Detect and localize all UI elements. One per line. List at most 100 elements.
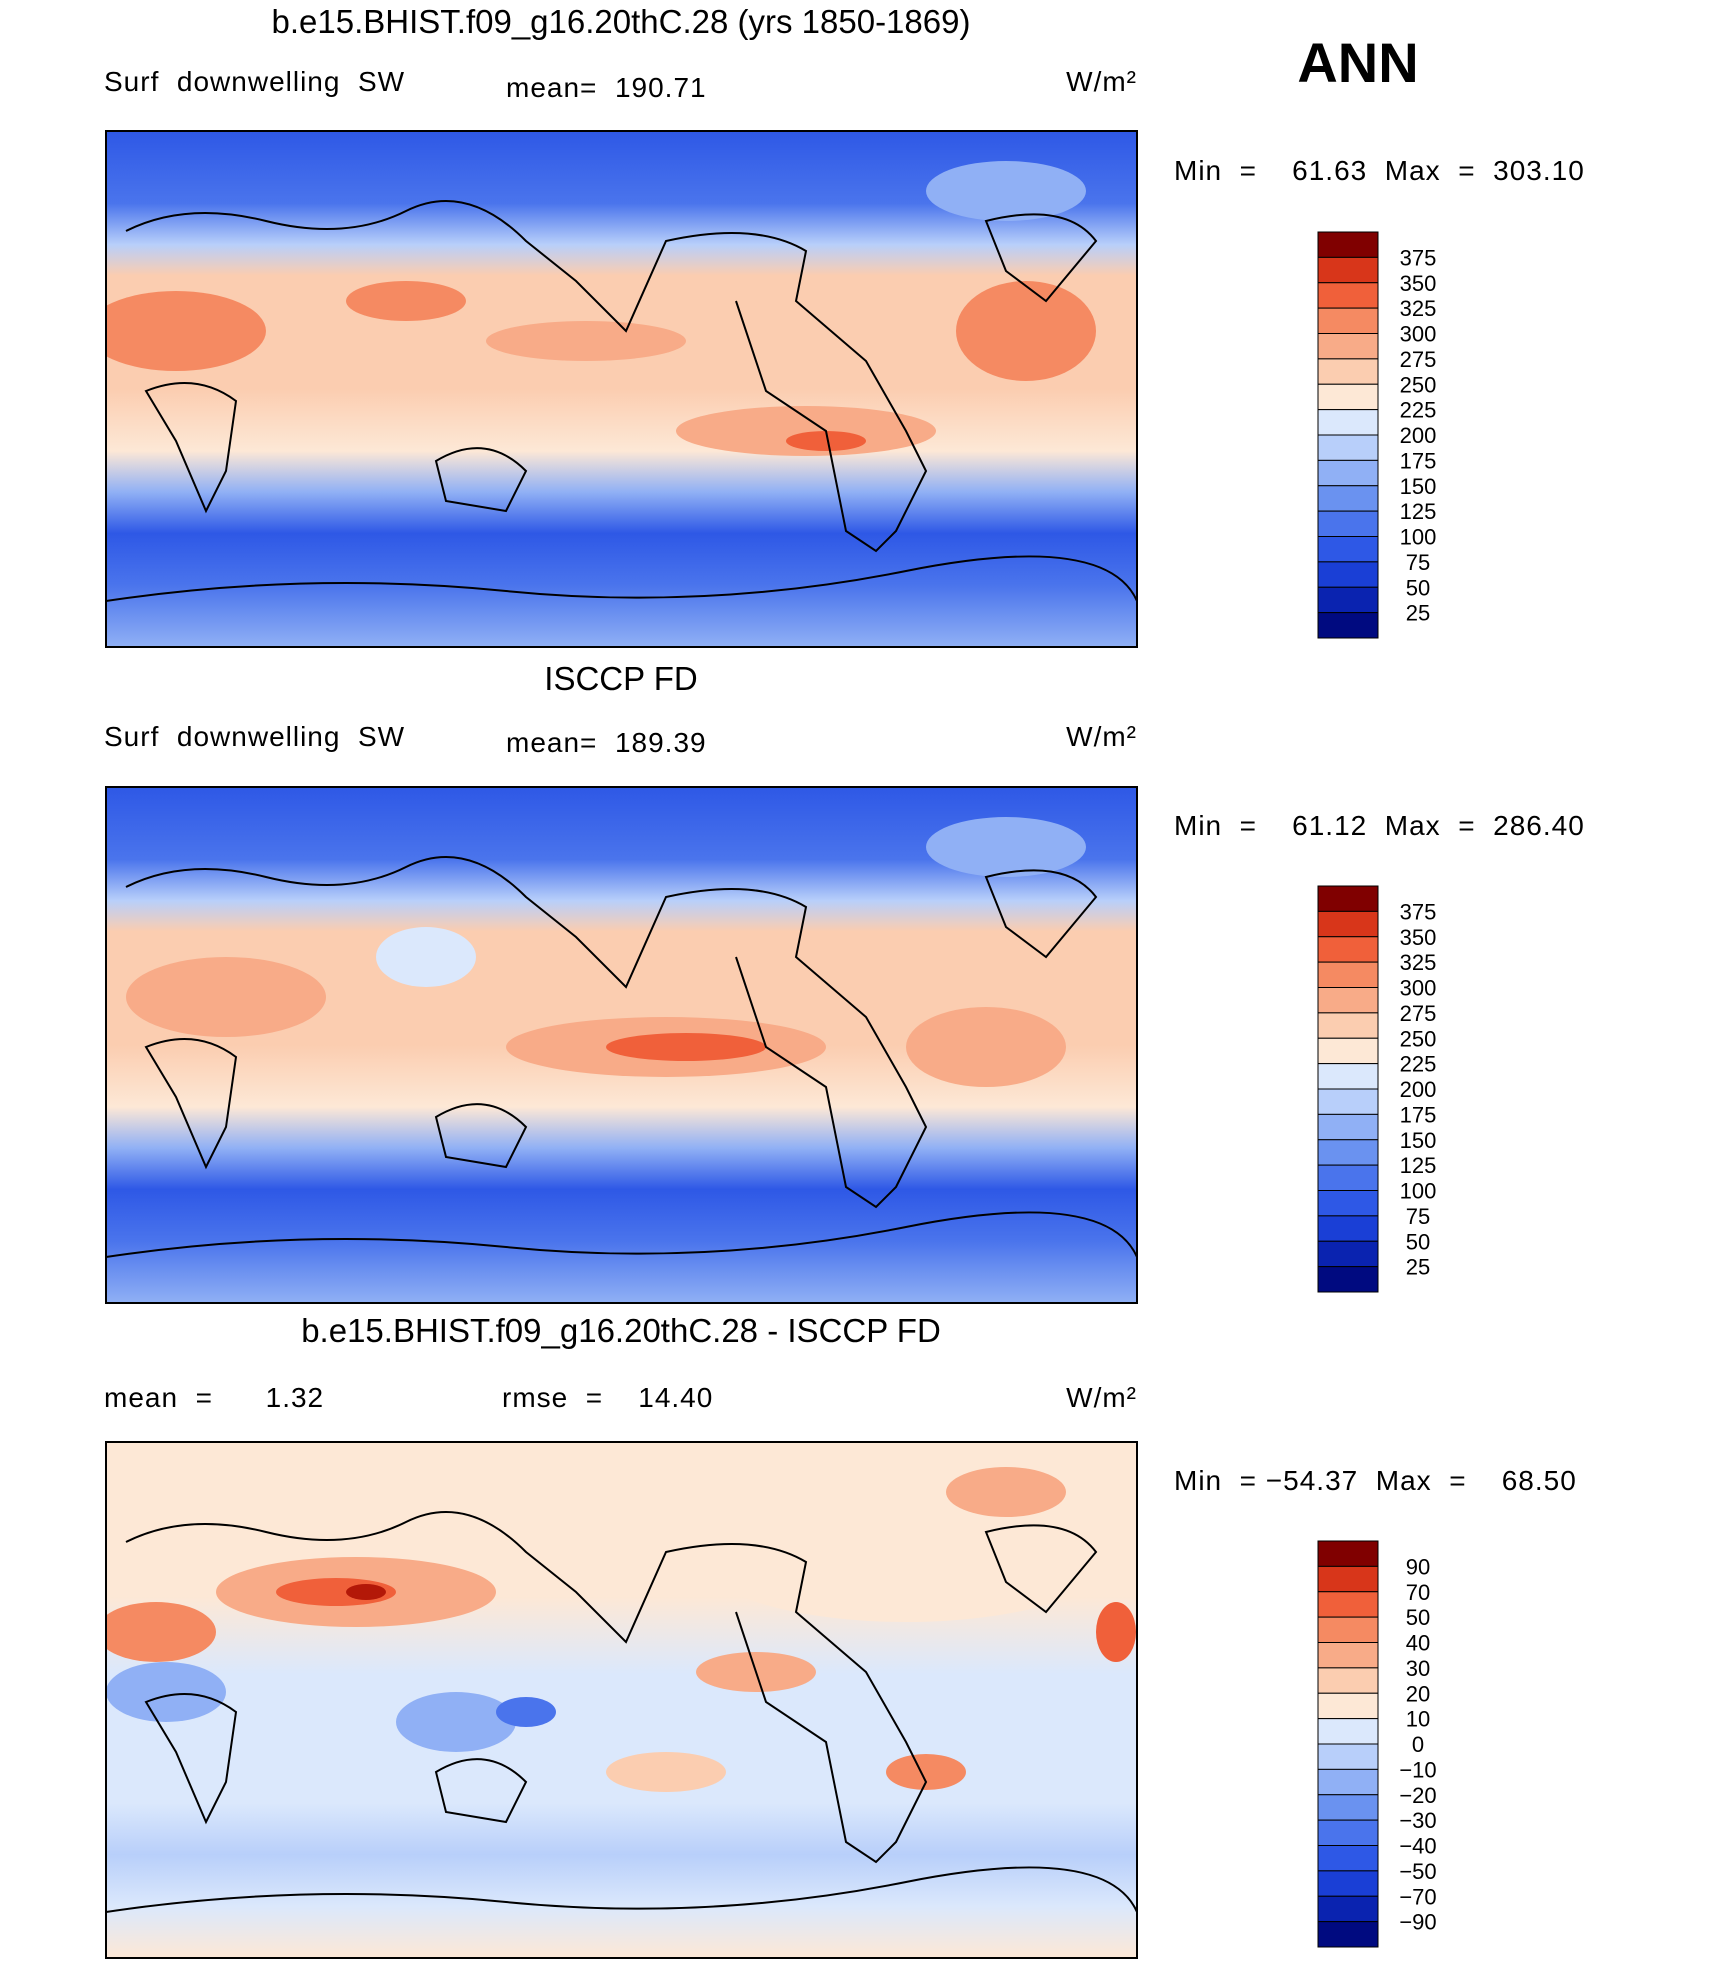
colorbar-label: 75: [1406, 550, 1430, 575]
colorbar-label: 100: [1400, 1179, 1437, 1204]
colorbar-swatch: [1317, 1794, 1379, 1821]
units-label: W/m²: [1066, 66, 1137, 97]
colorbar-swatch: [1317, 1215, 1379, 1242]
colorbar-label: 225: [1400, 1052, 1437, 1077]
colorbar-swatch: [1317, 358, 1379, 385]
colorbar-label: 200: [1400, 1077, 1437, 1102]
colorbar-swatch: [1317, 1667, 1379, 1694]
colorbar-swatch: [1317, 231, 1379, 258]
panel-title: ISCCP FD: [544, 660, 697, 697]
map-region: [606, 1033, 766, 1061]
colorbar-swatch: [1317, 1616, 1379, 1643]
colorbar-label: 150: [1400, 474, 1437, 499]
map-region: [396, 1692, 516, 1752]
map-region: [946, 1467, 1066, 1517]
map-region: [346, 1584, 386, 1600]
colorbar-swatch: [1317, 409, 1379, 436]
colorbar-label: 10: [1406, 1707, 1430, 1732]
map-region: [496, 1697, 556, 1727]
colorbar-label: 150: [1400, 1128, 1437, 1153]
center-label: mean= 189.39: [506, 727, 707, 758]
colorbar-label: 375: [1400, 245, 1437, 270]
map-region: [106, 1602, 216, 1662]
colorbar-swatch: [1317, 1113, 1379, 1141]
map-region: [906, 1007, 1066, 1087]
map-region: [676, 406, 936, 456]
colorbar-label: −40: [1399, 1834, 1436, 1859]
center-label: mean= 190.71: [506, 72, 707, 103]
colorbar-swatch: [1317, 1012, 1379, 1039]
colorbar-label: 175: [1400, 1102, 1437, 1127]
panel: ISCCP FD Surf downwelling SW mean= 189.39 W…: [104, 660, 1584, 1304]
left-label: Surf downwelling SW: [104, 66, 405, 97]
colorbar-swatch: [1317, 1037, 1379, 1065]
map-field: [106, 1442, 1137, 1958]
colorbar-swatch: [1317, 1921, 1379, 1948]
colorbar-swatch: [1317, 1870, 1379, 1897]
colorbar-label: −50: [1399, 1859, 1436, 1884]
colorbar-label: 175: [1400, 448, 1437, 473]
panel: b.e15.BHIST.f09_g16.20thC.28 - ISCCP FD m…: [104, 1312, 1576, 1959]
colorbar-swatch: [1317, 485, 1379, 512]
colorbar-swatch: [1317, 1164, 1379, 1191]
colorbar-label: −90: [1399, 1910, 1436, 1935]
colorbar-label: 375: [1400, 899, 1437, 924]
colorbar-swatch: [1317, 1063, 1379, 1090]
colorbar-swatch: [1317, 1642, 1379, 1669]
colorbar-label: 275: [1400, 347, 1437, 372]
colorbar-label: 20: [1406, 1681, 1430, 1706]
colorbar: 3753503253002752502252001751501251007550…: [1317, 231, 1437, 639]
colorbar-label: 0: [1412, 1732, 1424, 1757]
colorbar-label: 25: [1406, 1255, 1430, 1280]
colorbar-label: −20: [1399, 1783, 1436, 1808]
colorbar-label: −10: [1399, 1757, 1436, 1782]
colorbar-swatch: [1317, 333, 1379, 360]
map-frame: [105, 786, 1138, 1304]
colorbar-label: 325: [1400, 950, 1437, 975]
colorbar-label: 200: [1400, 423, 1437, 448]
map-frame: [105, 1441, 1138, 1959]
colorbar-swatch: [1317, 1240, 1379, 1268]
colorbar-label: 325: [1400, 296, 1437, 321]
panel-title: b.e15.BHIST.f09_g16.20thC.28 (yrs 1850-1…: [272, 3, 971, 40]
colorbar-label: 75: [1406, 1204, 1430, 1229]
colorbar-swatch: [1317, 536, 1379, 563]
colorbar-swatch: [1317, 1591, 1379, 1618]
colorbar-label: 250: [1400, 372, 1437, 397]
map-region: [706, 1502, 1106, 1622]
colorbar-label: 225: [1400, 398, 1437, 423]
colorbar-label: 100: [1400, 525, 1437, 550]
colorbar-label: 300: [1400, 976, 1437, 1001]
center-label: rmse = 14.40: [502, 1382, 713, 1413]
colorbar-swatch: [1317, 256, 1379, 284]
colorbar-swatch: [1317, 1540, 1379, 1567]
colorbar-swatch: [1317, 510, 1379, 537]
colorbar-label: 350: [1400, 925, 1437, 950]
colorbar-label: 40: [1406, 1631, 1430, 1656]
colorbar-label: 90: [1406, 1554, 1430, 1579]
map-region: [606, 1752, 726, 1792]
season-label: ANN: [1297, 31, 1418, 94]
panels: b.e15.BHIST.f09_g16.20thC.28 (yrs 1850-1…: [104, 3, 1584, 1959]
colorbar-swatch: [1317, 307, 1379, 334]
map-region: [956, 281, 1096, 381]
colorbar-swatch: [1317, 586, 1379, 614]
colorbar-swatch: [1317, 282, 1379, 309]
colorbar-swatch: [1317, 1718, 1379, 1745]
panel: b.e15.BHIST.f09_g16.20thC.28 (yrs 1850-1…: [104, 3, 1584, 648]
colorbar-swatch: [1317, 1845, 1379, 1872]
map-region: [346, 281, 466, 321]
colorbar-label: 300: [1400, 322, 1437, 347]
colorbar-swatch: [1317, 612, 1379, 639]
colorbar-swatch: [1317, 561, 1379, 588]
colorbar-swatch: [1317, 1692, 1379, 1720]
colorbar-swatch: [1317, 459, 1379, 487]
colorbar-swatch: [1317, 961, 1379, 988]
map-region: [376, 927, 476, 987]
colorbar-label: −30: [1399, 1808, 1436, 1833]
map: [105, 1441, 1138, 1959]
colorbar-label: 125: [1400, 499, 1437, 524]
map-field: [106, 787, 1137, 1303]
colorbar-label: 50: [1406, 575, 1430, 600]
